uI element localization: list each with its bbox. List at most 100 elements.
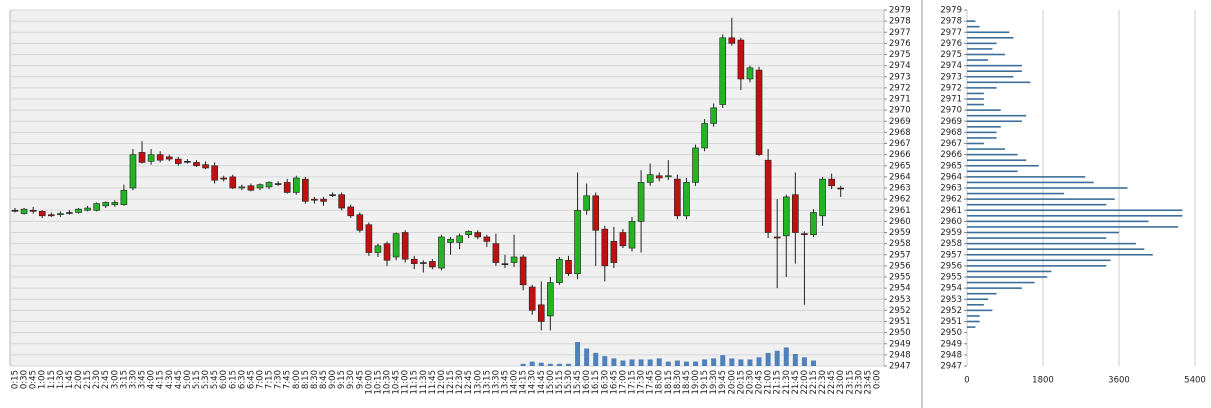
- candle-body: [574, 209, 581, 274]
- y-tick-label: 2975: [940, 50, 962, 60]
- volume-bar: [792, 354, 798, 366]
- volume-bar: [538, 362, 544, 366]
- x-tick-label: 0:00: [873, 370, 883, 389]
- x-tick-label: 18:15: [664, 370, 674, 395]
- y-tick-label: 2978: [889, 17, 911, 27]
- x-tick-label: 13:45: [500, 370, 510, 395]
- candle-body: [801, 233, 808, 236]
- candle-body: [256, 184, 264, 189]
- volume-bar: [693, 361, 699, 366]
- y-tick-label: 2977: [889, 28, 911, 38]
- candle-body: [755, 69, 763, 155]
- x-tick-label: 22:00: [800, 370, 810, 395]
- candle-body: [674, 178, 681, 217]
- profile-bar: [967, 70, 1022, 72]
- candle-body: [184, 161, 191, 163]
- candle-body: [347, 206, 355, 217]
- y-tick-label: 2954: [889, 284, 911, 294]
- profile-bar: [967, 242, 1136, 245]
- profile-bar: [967, 126, 1001, 128]
- candle-body: [692, 147, 699, 183]
- x-tick-label: 19:15: [700, 370, 710, 395]
- x-tick-label: 20:45: [755, 370, 765, 395]
- candle-body: [492, 243, 500, 263]
- x-tick-label: 8:30: [310, 370, 320, 389]
- candle-body: [274, 183, 282, 185]
- profile-bar: [967, 287, 1022, 289]
- x-tick-label: 23:45: [863, 370, 873, 395]
- x-tick-label: 10:00: [364, 370, 374, 395]
- x-tick-label: 11:00: [401, 370, 411, 395]
- volume-bar: [747, 359, 753, 366]
- x-tick-label: 16:30: [600, 370, 610, 395]
- volume-bar: [556, 363, 562, 366]
- y-tick-label: 2978: [940, 17, 962, 27]
- y-tick-label: 2979: [889, 6, 911, 16]
- candle-body: [438, 236, 445, 269]
- profile-bar: [967, 220, 1149, 223]
- profile-bar: [967, 109, 1001, 111]
- candle-body: [628, 221, 636, 249]
- profile-bar: [967, 231, 1119, 234]
- profile-bar: [967, 20, 976, 22]
- y-tick-label: 2967: [889, 139, 911, 149]
- volume-bar: [683, 361, 689, 366]
- candle-body: [483, 236, 491, 242]
- candle-body: [202, 164, 209, 169]
- profile-bar: [967, 253, 1153, 256]
- profile-bar: [967, 131, 997, 134]
- profile-bar: [967, 153, 1018, 156]
- profile-bar: [967, 53, 1005, 56]
- candle-body: [429, 261, 436, 268]
- candle-body: [229, 176, 237, 189]
- y-tick-label: 2971: [889, 95, 911, 105]
- y-tick-label: 2965: [889, 161, 911, 171]
- x-tick-label: 3:00: [110, 370, 120, 389]
- x-tick-label: 4:45: [174, 370, 184, 389]
- volume-bar: [665, 361, 671, 366]
- profile-bar: [967, 31, 1010, 34]
- profile-bar: [967, 192, 1065, 195]
- y-tick-label: 2964: [940, 172, 962, 182]
- x-tick-label: 13:00: [473, 370, 483, 395]
- candle-body: [683, 182, 690, 217]
- x-tick-label: 2:15: [83, 370, 93, 389]
- candle-body: [510, 256, 518, 263]
- x-tick-label: 14:45: [537, 370, 547, 395]
- profile-bar: [967, 226, 1179, 228]
- candle-body: [283, 182, 291, 193]
- candle-body: [356, 214, 364, 231]
- y-tick-label: 2968: [889, 128, 911, 138]
- volume-bar: [647, 359, 653, 366]
- volume-bar: [711, 358, 717, 366]
- x-tick-label: 18:30: [673, 370, 683, 395]
- profile-bar: [967, 309, 993, 312]
- volume-bar: [565, 363, 571, 366]
- x-tick-label: 5400: [1184, 376, 1206, 386]
- profile-bar: [967, 64, 1022, 67]
- x-tick-label: 3:45: [138, 370, 148, 389]
- y-tick-label: 2952: [889, 306, 911, 316]
- profile-bar: [967, 292, 997, 295]
- y-tick-label: 2973: [889, 72, 911, 82]
- candle-body: [710, 107, 717, 124]
- volume-bar: [529, 361, 535, 366]
- volume-bar: [593, 352, 599, 366]
- candle-body: [547, 282, 554, 317]
- x-tick-label: 23:00: [836, 370, 846, 395]
- candle-body: [165, 156, 173, 160]
- candle-body: [420, 262, 427, 264]
- x-tick-label: 12:15: [446, 370, 456, 395]
- y-tick-label: 2949: [940, 339, 962, 349]
- y-tick-label: 2971: [940, 95, 962, 105]
- profile-bar: [967, 298, 989, 301]
- candle-body: [782, 196, 790, 237]
- candle-body: [556, 258, 563, 283]
- x-tick-label: 1:15: [47, 370, 57, 389]
- profile-bar: [967, 215, 1183, 217]
- x-tick-label: 12:00: [437, 370, 447, 395]
- candle-body: [410, 258, 418, 264]
- x-tick-label: 22:15: [809, 370, 819, 395]
- profile-bar: [967, 304, 984, 306]
- candle-body: [111, 202, 119, 205]
